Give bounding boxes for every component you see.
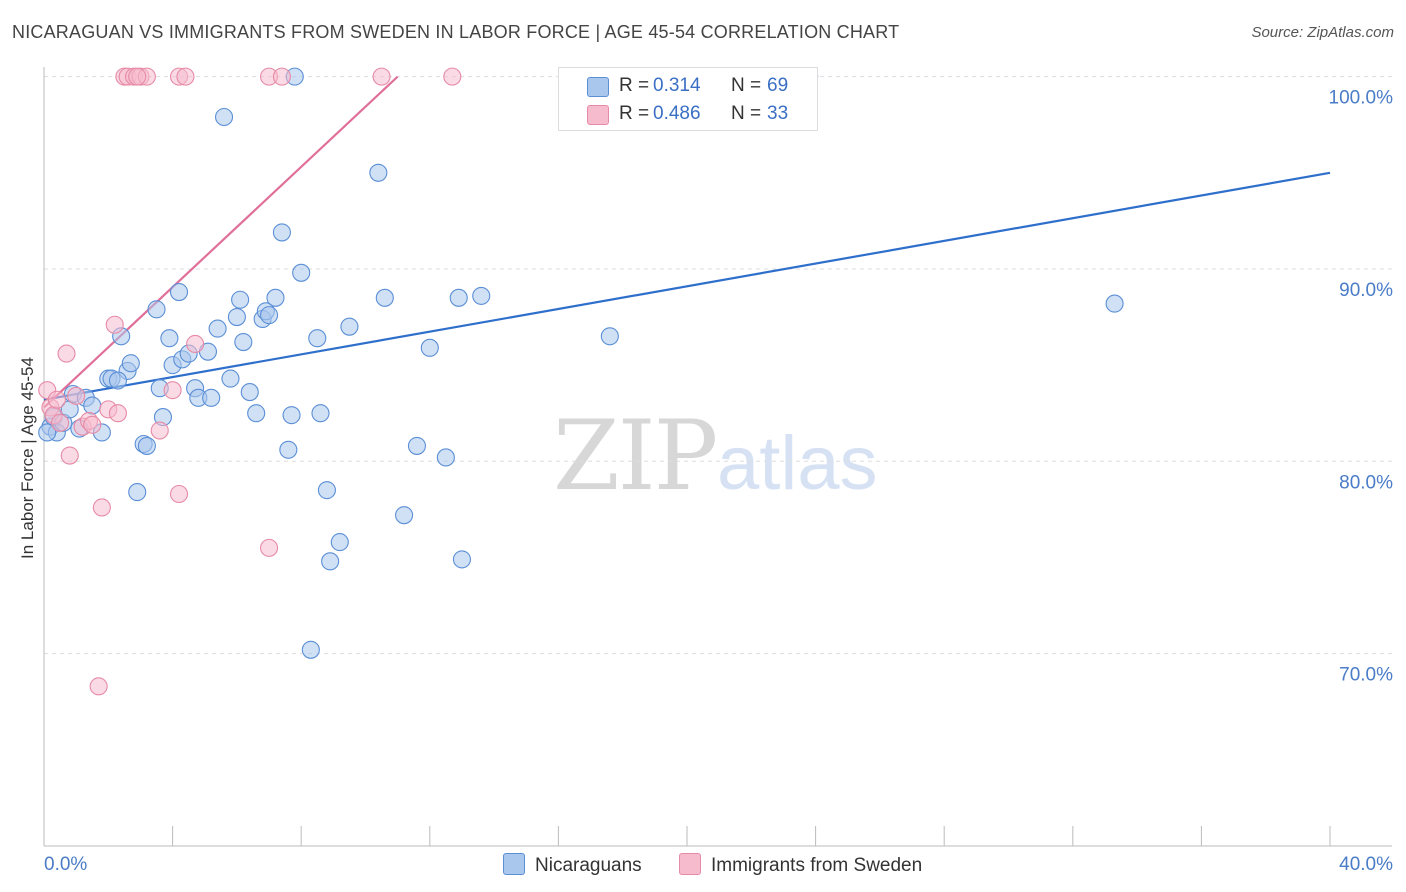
nicaraguan-point [227,307,246,327]
legend-r-label: R = [619,103,650,124]
sweden-point [169,484,189,504]
nicaraguan-point [292,263,311,282]
nicaraguan-point [108,371,127,390]
y-axis-label: In Labor Force | Age 45-54 [18,357,37,559]
y-tick-label: 90.0% [1339,280,1393,301]
nicaraguan-point [279,440,298,459]
bottom-legend-nicaraguans: Nicaraguans [503,853,642,877]
nicaraguan-point [147,300,166,319]
correlation-legend: R = 0.314 N = 69 R = 0.486 N = 33 [558,67,818,131]
bottom-legend-swatch-blue [503,853,525,875]
points-layer [38,67,1124,696]
nicaraguan-point [221,369,240,388]
sweden-point [272,67,291,86]
sweden-trendline [43,75,399,409]
bottom-legend-sweden: Immigrants from Sweden [679,853,922,877]
nicaraguan-point [234,333,253,352]
bottom-legend-label: Immigrants from Sweden [711,855,923,876]
nicaraguan-point [240,383,259,402]
sweden-point [163,381,182,400]
nicaraguan-point [375,288,394,307]
watermark-atlas: atlas [717,421,878,506]
nicaraguan-point [472,286,491,305]
sweden-point [51,413,70,432]
axis-layer [43,67,1392,847]
nicaraguan-point [311,404,330,423]
legend-r-value: 0.314 [653,75,701,96]
sweden-point [128,67,147,86]
sweden-point [150,421,169,440]
sweden-point [47,390,66,409]
nicaraguan-point [420,338,439,357]
nicaraguan-point [121,354,140,373]
nicaraguan-point [395,506,414,525]
legend-swatch-blue [587,77,609,97]
nicaraguan-point [169,282,189,302]
sweden-point [372,67,391,86]
sweden-point [186,334,205,354]
sweden-point [108,404,127,423]
sweden-point [443,67,462,86]
x-tick-label: 0.0% [44,854,87,875]
nicaraguan-point [160,329,179,348]
legend-n-label: N = [731,103,762,124]
nicaraguan-point [317,481,336,500]
y-tick-label: 70.0% [1339,665,1393,686]
sweden-point [89,677,108,696]
x-tick-label: 40.0% [1339,854,1393,875]
sweden-point [67,386,86,405]
bottom-legend-label: Nicaraguans [535,855,642,876]
legend-r-value: 0.486 [653,103,701,124]
nicaraguan-point [247,404,266,423]
legend-swatch-pink [587,105,609,125]
y-tick-label: 80.0% [1339,472,1393,493]
nicaraguan-point [452,550,472,569]
nicaraguan-point [214,107,234,127]
legend-r-label: R = [619,75,650,96]
nicaraguan-point [266,288,285,307]
sweden-point [259,538,279,557]
sweden-point [176,67,195,86]
nicaraguan-point [308,329,327,348]
nicaraguan-point [407,436,426,455]
nicaraguan-point [38,423,57,442]
nicaraguan-point [128,483,147,502]
sweden-point [105,315,124,334]
nicaraguan-point [231,290,250,309]
nicaraguan-point [208,319,227,338]
legend-row-sweden: R = 0.486 N = 33 [559,101,815,129]
chart-title: NICARAGUAN VS IMMIGRANTS FROM SWEDEN IN … [12,22,900,42]
nicaraguan-point [137,436,156,455]
nicaraguan-point [600,327,619,346]
nicaraguan-point [436,448,455,467]
tick-label-layer: 100.0% 90.0% 80.0% 70.0% 0.0% 40.0% [44,88,1393,875]
nicaraguan-point [202,388,221,407]
nicaraguan-point [1105,294,1124,313]
nicaraguan-point [321,552,340,571]
legend-row-nicaraguans: R = 0.314 N = 69 [559,73,815,101]
nicaraguan-point [301,640,320,659]
nicaraguan-trendline [43,171,1331,401]
watermark-zip: ZIP [553,400,718,512]
y-tick-label: 100.0% [1329,88,1394,109]
nicaraguan-point [449,288,468,307]
sweden-point [92,498,111,517]
legend-n-label: N = [731,75,762,96]
sweden-point [60,446,79,465]
nicaraguan-point [330,533,349,552]
bottom-legend-swatch-pink [679,853,701,875]
legend-n-value: 33 [767,103,789,124]
sweden-point [57,344,76,363]
nicaraguan-point [83,396,102,415]
legend-n-value: 69 [767,75,789,96]
nicaraguan-point [259,306,279,325]
nicaraguan-point [282,406,301,425]
sweden-point [83,415,102,434]
nicaraguan-point [369,163,388,182]
trend-layer [43,75,1331,409]
nicaraguan-point [272,223,291,242]
chart-source: Source: ZipAtlas.com [1251,24,1394,41]
nicaraguan-point [340,317,359,336]
